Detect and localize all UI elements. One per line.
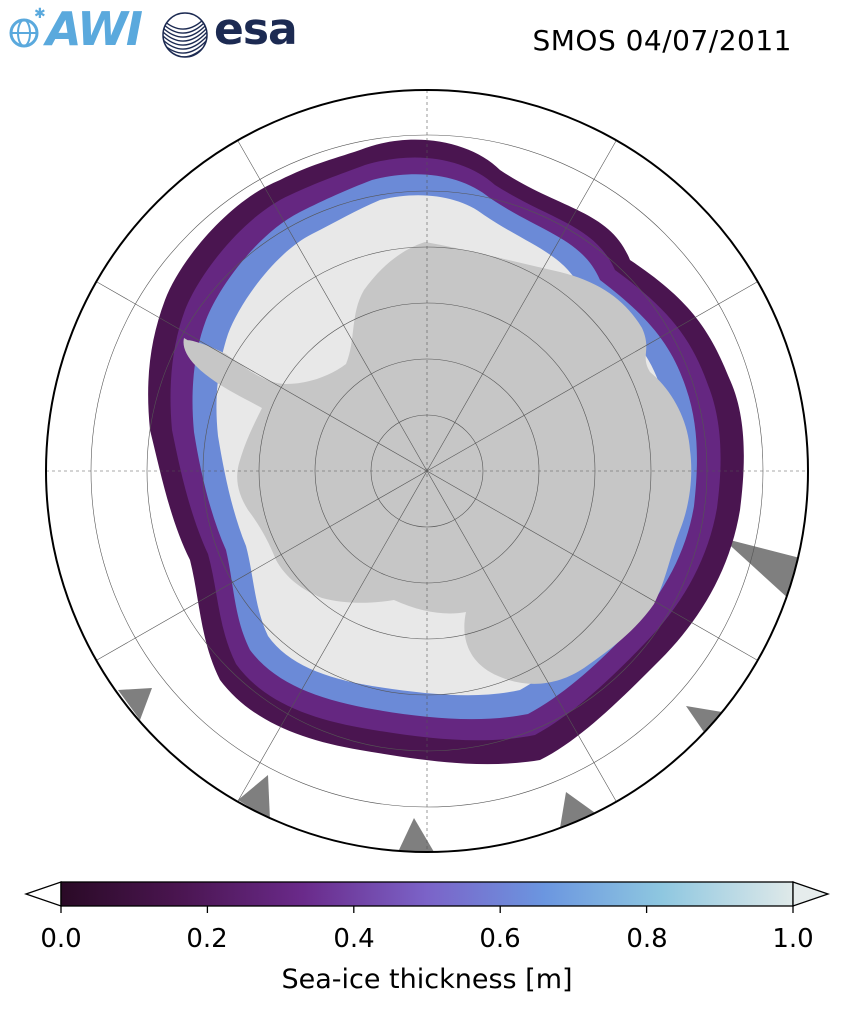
meridians: [46, 90, 808, 852]
missing-data-wedge: [118, 688, 152, 720]
colorbar-tick-label: 1.0: [772, 924, 814, 954]
awi-logo-text: AWI: [46, 2, 143, 56]
colorbar: [23, 881, 831, 913]
svg-text:✱: ✱: [34, 6, 46, 22]
colorbar-extend-high: [792, 881, 831, 907]
esa-logo-text: esa: [214, 4, 298, 55]
missing-data-wedge: [238, 775, 270, 820]
polar-map: [45, 89, 809, 853]
esa-logo: [162, 12, 208, 58]
missing-data-wedge: [560, 792, 598, 828]
colorbar-ticks: [60, 906, 794, 913]
missing-data-wedge: [722, 538, 800, 600]
colorbar-extend-low: [23, 881, 62, 907]
colorbar-tick-label: 0.4: [333, 924, 375, 954]
map-title: SMOS 04/07/2011: [532, 24, 792, 57]
antarctica-land: [188, 242, 692, 684]
map-boundary: [45, 89, 809, 853]
antarctic-peninsula: [183, 338, 262, 408]
awi-logo: ✱: [9, 6, 46, 48]
colorbar-gradient: [60, 881, 794, 907]
logo-header: ✱ AWI esa SMOS 04/07/2011: [0, 0, 854, 80]
colorbar-tick-label: 0.6: [479, 924, 521, 954]
colorbar-tick-label: 0.2: [186, 924, 228, 954]
colorbar-label: Sea-ice thickness [m]: [281, 964, 573, 995]
colorbar-tick-label: 0.0: [40, 924, 82, 954]
missing-data-wedge: [686, 706, 722, 738]
missing-data-wedge: [398, 818, 434, 852]
colorbar-tick-label: 0.8: [626, 924, 668, 954]
